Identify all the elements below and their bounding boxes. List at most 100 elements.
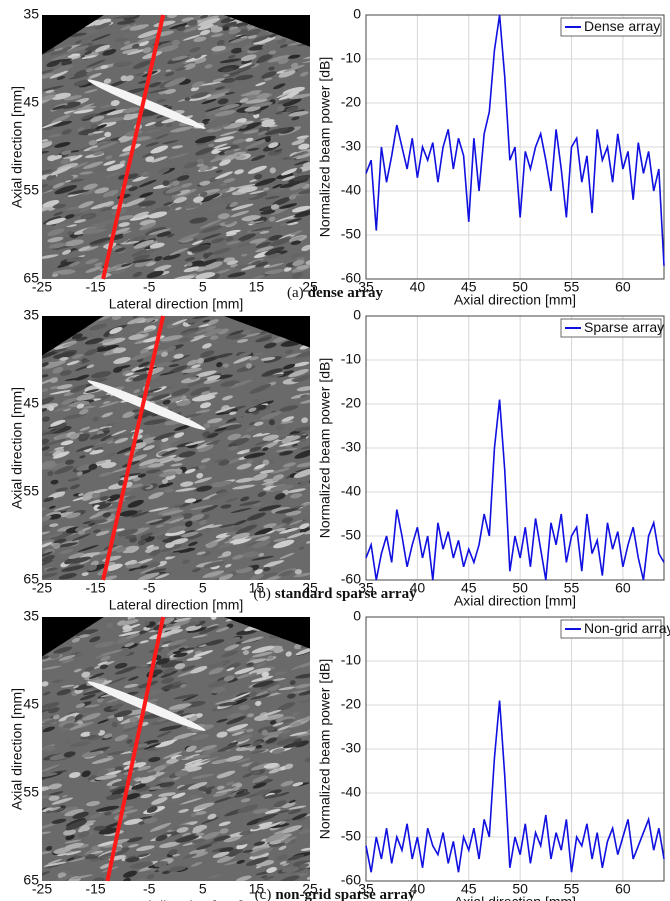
reflector [87, 380, 206, 430]
speckle [183, 266, 200, 273]
speckle [190, 504, 214, 511]
speckle [306, 876, 310, 880]
speckle [42, 91, 56, 102]
speckle [252, 808, 269, 814]
speckle [233, 526, 242, 531]
speckle [242, 849, 253, 854]
speckle [211, 82, 226, 88]
speckle [165, 191, 182, 196]
speckle [225, 781, 235, 786]
speckle [269, 823, 290, 829]
speckle [140, 566, 157, 574]
speckle [94, 187, 110, 194]
speckle [249, 274, 266, 279]
speckle [169, 798, 180, 803]
speckle [103, 189, 119, 198]
y-tick-label: 45 [23, 94, 39, 110]
speckle [122, 721, 139, 729]
speckle [108, 677, 127, 685]
speckle [224, 149, 235, 155]
speckle [298, 503, 310, 511]
speckle [192, 826, 204, 834]
speckle [226, 667, 235, 672]
speckle [42, 795, 55, 800]
speckle [221, 193, 232, 199]
speckle [196, 485, 212, 492]
speckle [295, 350, 310, 359]
speckle [97, 218, 119, 226]
speckle [181, 531, 199, 538]
speckle [216, 676, 227, 682]
speckle [234, 667, 255, 675]
speckle [273, 539, 295, 549]
speckle [86, 564, 97, 571]
speckle [216, 39, 225, 46]
speckle [265, 730, 286, 736]
speckle [43, 745, 56, 752]
speckle [208, 143, 215, 147]
speckle [304, 757, 310, 763]
speckle [171, 792, 186, 799]
speckle [114, 215, 134, 221]
speckle [128, 676, 139, 681]
speckle [71, 333, 83, 340]
speckle [124, 495, 136, 500]
speckle [101, 737, 112, 740]
speckle [242, 650, 250, 655]
speckle [251, 740, 262, 746]
speckle [281, 435, 301, 442]
speckle [219, 58, 242, 64]
speckle [88, 734, 106, 741]
speckle [289, 731, 308, 737]
y-tick-label: 65 [23, 571, 39, 587]
speckle [78, 634, 90, 638]
speckle [278, 686, 295, 691]
speckle [155, 834, 168, 842]
speckle [264, 714, 284, 720]
speckle [42, 772, 58, 778]
speckle [48, 462, 69, 471]
speckle [268, 124, 278, 128]
speckle [96, 438, 115, 445]
speckle [117, 248, 127, 254]
x-tick-label: 55 [564, 279, 580, 295]
speckle [236, 839, 251, 846]
speckle [199, 402, 212, 409]
speckle [123, 197, 146, 208]
speckle [213, 835, 231, 842]
speckle [146, 261, 156, 267]
speckle [97, 719, 109, 724]
speckle [267, 373, 284, 378]
speckle [200, 81, 222, 86]
speckle [148, 88, 169, 94]
speckle [42, 551, 54, 558]
speckle [98, 401, 120, 408]
speckle [134, 72, 146, 77]
speckle [189, 46, 201, 53]
speckle [294, 374, 310, 383]
speckle [82, 161, 104, 170]
speckle [43, 861, 67, 867]
speckle [183, 853, 197, 859]
speckle [179, 237, 194, 243]
speckle [150, 718, 174, 726]
speckle [206, 657, 217, 663]
speckle [73, 265, 96, 271]
speckle [42, 786, 51, 792]
speckle [42, 403, 59, 411]
speckle [203, 661, 227, 669]
speckle [203, 561, 225, 569]
speckle [249, 573, 264, 580]
speckle [275, 215, 296, 223]
speckle [263, 567, 271, 572]
speckle [208, 88, 232, 96]
speckle [221, 650, 239, 658]
speckle [108, 333, 116, 337]
speckle [274, 508, 299, 514]
speckle [272, 748, 285, 754]
speckle [254, 778, 274, 785]
speckle [232, 21, 250, 28]
y-axis-label: Normalized beam power [dB] [317, 659, 333, 840]
speckle [93, 447, 104, 451]
speckle [190, 514, 205, 521]
